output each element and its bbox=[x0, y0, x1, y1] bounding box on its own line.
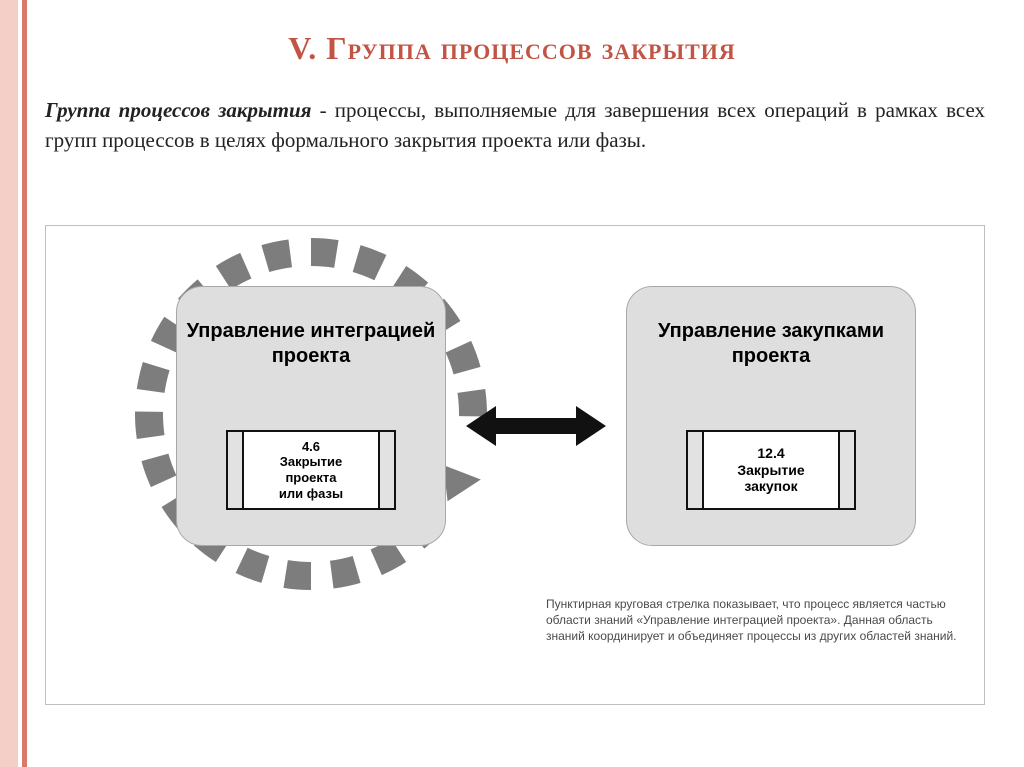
integration-box: Управление интеграцией проекта 4.6 Закры… bbox=[176, 286, 446, 546]
integration-doc-text: 4.6 Закрытие проекта или фазы bbox=[244, 432, 378, 508]
footnote-text: Пунктирная круговая стрелка показывает, … bbox=[546, 596, 966, 645]
procurement-doc-l1: Закрытие bbox=[737, 462, 804, 479]
procurement-heading: Управление закупками проекта bbox=[627, 319, 915, 369]
procurement-box: Управление закупками проекта 12.4 Закрыт… bbox=[626, 286, 916, 546]
page-title-wrap: V. Группа процессов закрытия bbox=[0, 30, 1024, 67]
bidirectional-arrow-icon bbox=[466, 401, 606, 451]
procurement-doc-text: 12.4 Закрытие закупок bbox=[704, 432, 838, 508]
definition-lead: Группа процессов закрытия bbox=[45, 98, 311, 122]
integration-doc-l2: проекта bbox=[285, 470, 336, 486]
integration-doc-l3: или фазы bbox=[279, 486, 343, 502]
procurement-process-doc: 12.4 Закрытие закупок bbox=[686, 430, 856, 510]
side-bar-outer bbox=[0, 0, 18, 767]
side-bar-inner bbox=[22, 0, 27, 767]
diagram-panel: Управление интеграцией проекта 4.6 Закры… bbox=[45, 225, 985, 705]
integration-doc-l1: Закрытие bbox=[280, 454, 343, 470]
procurement-doc-number: 12.4 bbox=[757, 445, 784, 462]
integration-heading: Управление интеграцией проекта bbox=[177, 319, 445, 369]
integration-doc-number: 4.6 bbox=[302, 439, 320, 455]
procurement-doc-l2: закупок bbox=[744, 478, 797, 495]
page-title: V. Группа процессов закрытия bbox=[0, 30, 1024, 67]
definition-paragraph: Группа процессов закрытия - процессы, вы… bbox=[45, 95, 985, 156]
integration-process-doc: 4.6 Закрытие проекта или фазы bbox=[226, 430, 396, 510]
